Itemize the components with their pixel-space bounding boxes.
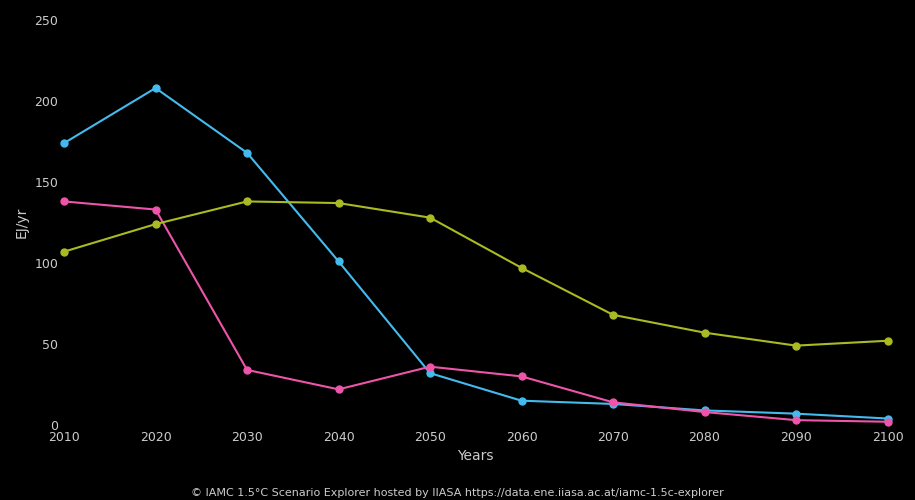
Text: © IAMC 1.5°C Scenario Explorer hosted by IIASA https://data.ene.iiasa.ac.at/iamc: © IAMC 1.5°C Scenario Explorer hosted by…	[191, 488, 724, 498]
X-axis label: Years: Years	[458, 449, 494, 463]
Y-axis label: EJ/yr: EJ/yr	[15, 207, 29, 238]
